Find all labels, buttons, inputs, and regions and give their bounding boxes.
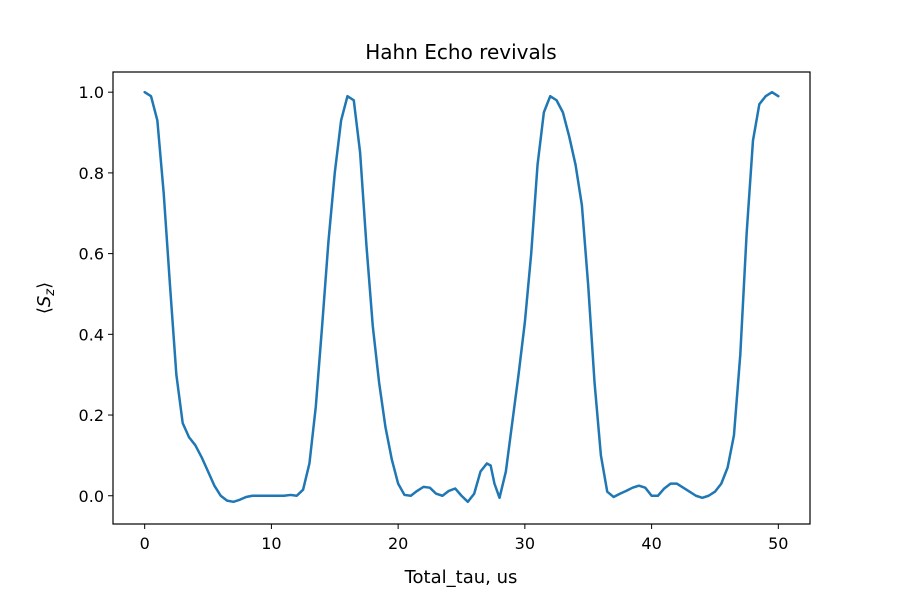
chart-title: Hahn Echo revivals [365, 40, 556, 64]
y-tick-label: 1.0 [79, 83, 104, 102]
x-tick-label: 40 [641, 534, 661, 553]
x-tick-label: 10 [261, 534, 281, 553]
svg-text:⟨Sz⟩: ⟨Sz⟩ [34, 282, 58, 314]
x-axis-label: Total_tau, us [404, 567, 518, 588]
y-tick-label: 0.2 [79, 406, 104, 425]
x-tick-label: 50 [768, 534, 788, 553]
x-axis-ticks: 0 10 20 30 40 50 [140, 524, 788, 553]
y-axis-label: ⟨Sz⟩ [34, 282, 58, 314]
y-tick-label: 0.6 [79, 245, 104, 264]
y-tick-label: 0.0 [79, 487, 104, 506]
y-tick-label: 0.4 [79, 325, 104, 344]
x-tick-label: 20 [388, 534, 408, 553]
y-axis-label-close-bracket: ⟩ [34, 282, 55, 289]
y-tick-label: 0.8 [79, 164, 104, 183]
x-tick-label: 30 [515, 534, 535, 553]
y-axis-label-symbol: S [34, 296, 55, 307]
plot-area-frame [112, 71, 811, 525]
y-axis-label-open-bracket: ⟨ [34, 307, 55, 314]
x-tick-label: 0 [140, 534, 150, 553]
y-axis-label-subscript: z [43, 288, 58, 297]
y-axis-ticks: 0.0 0.2 0.4 0.6 0.8 1.0 [79, 83, 113, 506]
series-line [143, 90, 780, 504]
